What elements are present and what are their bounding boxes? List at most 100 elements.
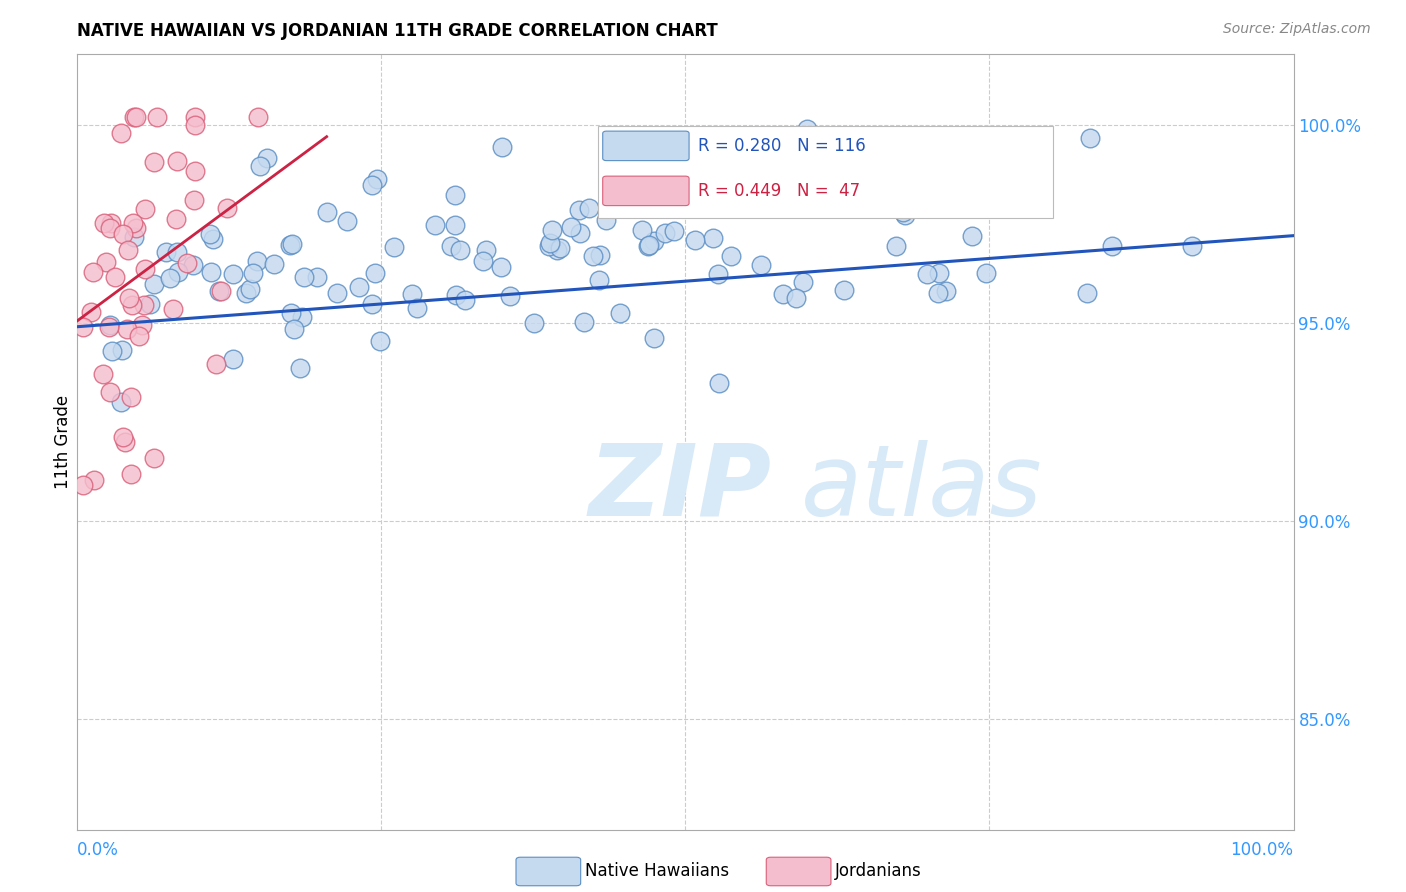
Point bbox=[541, 223, 564, 237]
Point bbox=[920, 199, 942, 213]
Point bbox=[792, 276, 814, 290]
Point bbox=[217, 201, 239, 215]
Point bbox=[347, 279, 370, 293]
Point bbox=[162, 302, 184, 317]
Point bbox=[595, 212, 617, 227]
Point bbox=[683, 233, 706, 247]
Point bbox=[121, 298, 143, 312]
Point bbox=[443, 219, 465, 233]
Point bbox=[574, 315, 596, 329]
Point bbox=[125, 221, 148, 235]
Point bbox=[986, 198, 1008, 212]
Point bbox=[239, 282, 262, 296]
Point bbox=[475, 243, 498, 257]
Point bbox=[894, 208, 917, 222]
Point bbox=[589, 248, 612, 262]
Point bbox=[935, 285, 957, 299]
Point bbox=[523, 316, 546, 330]
Point bbox=[122, 230, 145, 244]
Point bbox=[117, 243, 139, 257]
Y-axis label: 11th Grade: 11th Grade bbox=[53, 394, 72, 489]
Point bbox=[83, 473, 105, 487]
Text: NATIVE HAWAIIAN VS JORDANIAN 11TH GRADE CORRELATION CHART: NATIVE HAWAIIAN VS JORDANIAN 11TH GRADE … bbox=[77, 22, 718, 40]
Point bbox=[707, 376, 730, 391]
Point bbox=[336, 213, 359, 227]
Point bbox=[246, 254, 269, 268]
Point bbox=[728, 140, 751, 154]
Point bbox=[118, 291, 141, 305]
Point bbox=[538, 236, 561, 251]
Point bbox=[637, 238, 659, 252]
Point bbox=[200, 265, 222, 279]
Point bbox=[884, 239, 907, 253]
Point bbox=[472, 254, 495, 268]
Text: R = 0.280   N = 116: R = 0.280 N = 116 bbox=[697, 136, 865, 155]
Point bbox=[406, 301, 429, 315]
Point bbox=[132, 298, 155, 312]
Point bbox=[315, 205, 337, 219]
Point bbox=[986, 190, 1008, 204]
Point bbox=[382, 240, 405, 254]
Point bbox=[949, 150, 972, 164]
Point bbox=[662, 224, 685, 238]
Point bbox=[537, 239, 560, 253]
Point bbox=[283, 322, 305, 336]
Point bbox=[110, 395, 132, 409]
Point bbox=[96, 255, 118, 269]
Text: R = 0.449   N =  47: R = 0.449 N = 47 bbox=[697, 182, 859, 200]
Point bbox=[443, 187, 465, 202]
Point bbox=[280, 306, 302, 320]
Point bbox=[725, 169, 748, 184]
Point bbox=[202, 232, 225, 246]
Point bbox=[222, 267, 245, 281]
Text: 100.0%: 100.0% bbox=[1230, 841, 1294, 859]
Point bbox=[134, 262, 156, 277]
Point bbox=[560, 220, 582, 235]
Point bbox=[685, 200, 707, 214]
Point bbox=[444, 287, 467, 301]
Point bbox=[1101, 239, 1123, 253]
Point bbox=[578, 202, 600, 216]
Point bbox=[401, 286, 423, 301]
Point bbox=[93, 216, 115, 230]
Point bbox=[131, 318, 153, 332]
Point bbox=[326, 286, 349, 301]
Point bbox=[616, 188, 638, 202]
Point bbox=[582, 249, 605, 263]
Point bbox=[184, 111, 207, 125]
Point bbox=[183, 194, 205, 208]
Point bbox=[112, 227, 135, 241]
FancyBboxPatch shape bbox=[598, 126, 1053, 218]
Point bbox=[242, 266, 264, 280]
Point bbox=[100, 385, 122, 400]
Point bbox=[1015, 188, 1038, 202]
Point bbox=[960, 229, 983, 244]
Point bbox=[454, 293, 477, 307]
Point bbox=[98, 318, 121, 333]
Point bbox=[120, 390, 142, 404]
Text: Native Hawaiians: Native Hawaiians bbox=[585, 863, 730, 880]
Point bbox=[110, 126, 132, 140]
Point bbox=[702, 231, 724, 245]
Point bbox=[145, 110, 167, 124]
Point bbox=[891, 205, 914, 219]
Point bbox=[654, 226, 676, 240]
Point bbox=[569, 226, 592, 240]
Point bbox=[209, 285, 232, 299]
Point bbox=[588, 273, 610, 287]
Point bbox=[360, 178, 382, 193]
Point bbox=[707, 267, 730, 281]
FancyBboxPatch shape bbox=[603, 176, 689, 206]
Point bbox=[139, 297, 162, 311]
Point bbox=[307, 270, 329, 285]
Point bbox=[290, 360, 312, 375]
Point bbox=[82, 265, 104, 279]
Text: 0.0%: 0.0% bbox=[77, 841, 120, 859]
Point bbox=[772, 287, 794, 301]
Point bbox=[122, 216, 145, 230]
Point bbox=[609, 306, 631, 320]
Point bbox=[72, 478, 94, 492]
Point bbox=[361, 296, 384, 310]
Point bbox=[643, 331, 665, 345]
Point bbox=[143, 155, 166, 169]
